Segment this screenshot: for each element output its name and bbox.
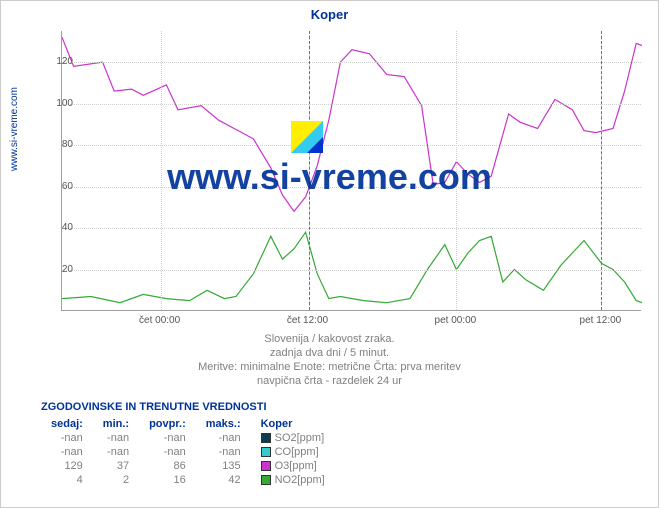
col-location: Koper: [251, 417, 335, 431]
no2-series-line: [62, 232, 642, 303]
table-title: ZGODOVINSKE IN TRENUTNE VREDNOSTI: [41, 401, 335, 413]
ytick-label: 20: [43, 264, 73, 275]
table-row: 129 37 86 135 O3[ppm]: [41, 459, 335, 473]
col-min: min.:: [93, 417, 139, 431]
col-maks: maks.:: [196, 417, 251, 431]
watermark-logo: [291, 121, 323, 153]
xtick-label: čet 12:00: [278, 315, 338, 326]
xtick-label: čet 00:00: [130, 315, 190, 326]
plot-area: [61, 31, 641, 311]
left-axis-label: www.si-vreme.com: [9, 87, 20, 171]
ytick-label: 120: [43, 56, 73, 67]
col-sedaj: sedaj:: [41, 417, 93, 431]
table-header-row: sedaj: min.: povpr.: maks.: Koper: [41, 417, 335, 431]
swatch-co: [261, 447, 271, 457]
chart-title: Koper: [1, 7, 658, 22]
xtick-label: pet 00:00: [425, 315, 485, 326]
subtitle-line: Slovenija / kakovost zraka.: [1, 333, 658, 345]
subtitle-line: navpična črta - razdelek 24 ur: [1, 375, 658, 387]
ytick-label: 80: [43, 139, 73, 150]
ytick-label: 60: [43, 181, 73, 192]
col-povpr: povpr.:: [139, 417, 196, 431]
table-row: -nan -nan -nan -nan CO[ppm]: [41, 445, 335, 459]
swatch-so2: [261, 433, 271, 443]
table-row: -nan -nan -nan -nan SO2[ppm]: [41, 431, 335, 445]
chart-container: www.si-vreme.com Koper www.si-vreme.com …: [0, 0, 659, 508]
ytick-label: 100: [43, 98, 73, 109]
stats-table: ZGODOVINSKE IN TRENUTNE VREDNOSTI sedaj:…: [41, 401, 335, 487]
swatch-no2: [261, 475, 271, 485]
table-row: 4 2 16 42 NO2[ppm]: [41, 473, 335, 487]
ytick-label: 40: [43, 222, 73, 233]
swatch-o3: [261, 461, 271, 471]
xtick-label: pet 12:00: [570, 315, 630, 326]
o3-series-line: [62, 37, 642, 211]
subtitle-line: zadnja dva dni / 5 minut.: [1, 347, 658, 359]
subtitle-line: Meritve: minimalne Enote: metrične Črta:…: [1, 361, 658, 373]
